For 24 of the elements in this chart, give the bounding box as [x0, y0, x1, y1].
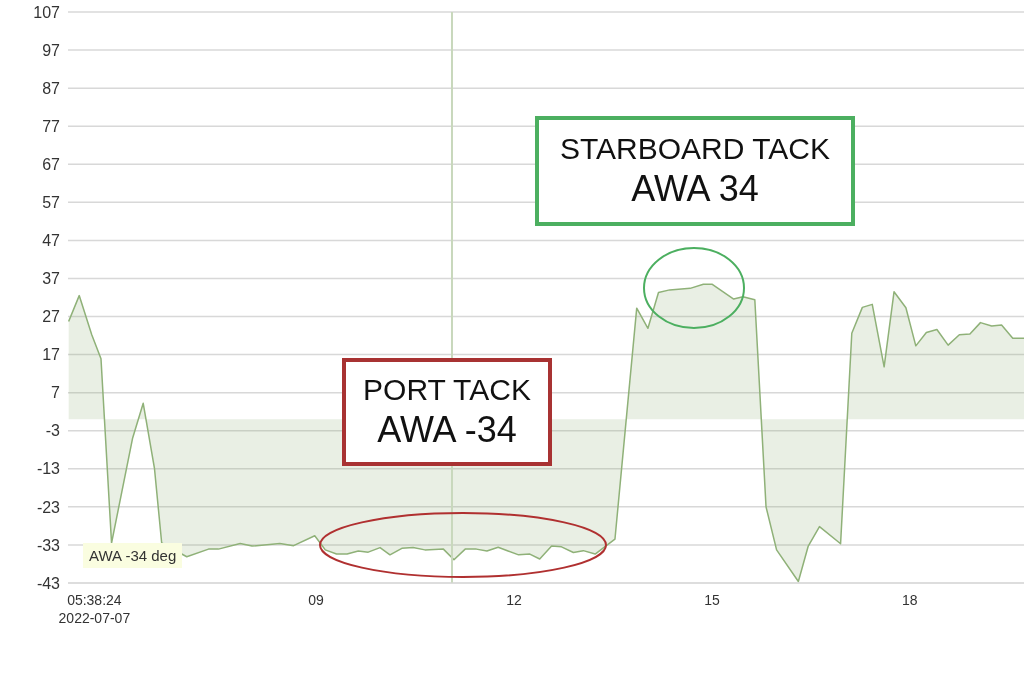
- y-tick-label: 87: [42, 79, 61, 97]
- y-tick-label: 107: [33, 3, 61, 21]
- y-tick-label: 47: [42, 232, 61, 250]
- x-tick-label: 05:38:24 2022-07-07: [58, 592, 131, 626]
- y-tick-label: 17: [42, 346, 61, 364]
- x-tick-label: 09: [308, 592, 325, 608]
- y-tick-label: 67: [42, 155, 61, 173]
- y-tick-label: -3: [45, 422, 61, 440]
- x-tick-label: 15: [704, 592, 720, 608]
- y-tick-label: -13: [36, 460, 61, 478]
- x-tick-label: 12: [506, 592, 522, 608]
- y-tick-label: 57: [42, 194, 61, 212]
- annotation: AWA -34 deg: [83, 543, 183, 568]
- y-tick-label: 77: [42, 117, 61, 135]
- x-tick-label: 18: [902, 592, 918, 608]
- y-tick-label: -33: [36, 536, 61, 554]
- y-tick-label: 97: [42, 41, 61, 59]
- annotation: STARBOARD TACK AWA 34: [559, 131, 831, 211]
- y-tick-label: 7: [51, 384, 61, 402]
- y-tick-label: -43: [36, 574, 61, 592]
- y-tick-label: -23: [36, 498, 61, 516]
- annotation: PORT TACK AWA -34: [363, 372, 531, 452]
- y-tick-label: 27: [42, 308, 61, 326]
- y-tick-label: 37: [42, 270, 61, 288]
